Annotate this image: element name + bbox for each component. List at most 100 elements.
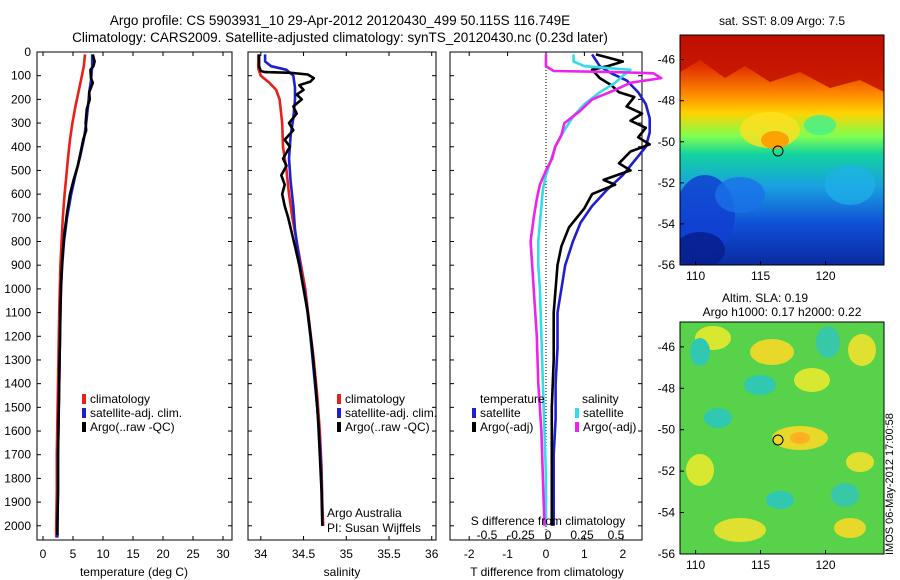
legend-swatch-t-argo <box>472 422 476 432</box>
x-tick-label: 35.5 <box>377 547 401 561</box>
s-tick-label: -0.25 <box>507 528 535 542</box>
difference-legend: temperature salinity satellite Argo(-adj… <box>472 392 636 434</box>
map-y-tick-label: -52 <box>658 176 676 190</box>
series-line-argo <box>257 54 324 526</box>
argo-location-marker <box>772 434 784 446</box>
legend-swatch-s-satellite <box>575 408 579 418</box>
sla-map-title-1: Altim. SLA: 0.19 <box>722 291 808 305</box>
argo-location-marker <box>772 145 784 157</box>
salinity-legend: climatology satellite-adj. clim. Argo(..… <box>327 392 437 535</box>
sla-yellow-blob <box>750 339 794 365</box>
sst-map-title: sat. SST: 8.09 Argo: 7.5 <box>719 14 845 28</box>
legend-label-t-argo: Argo(-adj) <box>480 420 533 434</box>
x-tick-label: 1 <box>581 547 588 561</box>
sla-map-title-2: Argo h1000: 0.17 h2000: 0.22 <box>703 305 862 319</box>
depth-axis: 0 100 200 300 400 500 600 700 800 900 1000 1100 1200… <box>4 45 642 533</box>
legend-label-satellite: satellite-adj. clim. <box>90 406 182 420</box>
map-y-tick-label: -46 <box>658 53 676 67</box>
sst-cyan-patch <box>825 165 875 205</box>
x-tick-label: 5 <box>70 547 77 561</box>
depth-tick-label: 1200 <box>4 329 31 343</box>
salinity-series <box>256 54 325 526</box>
sst-blue-patch-center <box>715 177 765 213</box>
depth-tick-label: 1600 <box>4 424 31 438</box>
legend-label-climatology: climatology <box>345 392 405 406</box>
depth-tick-label: 2000 <box>4 519 31 533</box>
depth-tick-label: 1900 <box>4 495 31 509</box>
x-tick-label: 10 <box>96 547 110 561</box>
legend-swatch-argo <box>82 422 86 432</box>
legend-label-s-argo: Argo(-adj) <box>583 420 636 434</box>
series-line-argo <box>56 54 96 536</box>
x-tick-label: -2 <box>464 547 475 561</box>
series-line-t_satellite <box>552 53 652 526</box>
legend-swatch-argo <box>337 422 341 432</box>
x-tick-label: 0 <box>40 547 47 561</box>
sla-map: Altim. SLA: 0.19 Argo h1000: 0.17 h2000:… <box>658 291 885 572</box>
temperature-series <box>54 54 96 538</box>
salinity-x-axis: 34 34.5 35 35.5 36 <box>254 52 439 561</box>
difference-x-axis: -2 -1 0 1 2 -0.5 -0.25 0 0.25 0.5 <box>464 52 626 561</box>
x-tick-label: 0 <box>543 547 550 561</box>
s-tick-label: 0 <box>545 528 552 542</box>
depth-tick-label: 700 <box>11 211 31 225</box>
legend-label-satellite: satellite-adj. clim. <box>345 406 437 420</box>
temperature-x-axis: 0 5 10 15 20 25 30 <box>40 52 230 561</box>
x-tick-label: 30 <box>216 547 230 561</box>
difference-xlabel-bottom: T difference from climatology <box>470 565 624 579</box>
sla-map-features <box>686 326 876 542</box>
depth-tick-label: 1400 <box>4 377 31 391</box>
difference-series <box>529 53 663 526</box>
sst-green-patch <box>804 115 836 135</box>
depth-tick-label: 1500 <box>4 400 31 414</box>
depth-tick-label: 900 <box>11 258 31 272</box>
map-x-tick-label: 115 <box>751 269 770 283</box>
map-y-tick-label: -50 <box>658 423 676 437</box>
sst-map-features <box>680 35 884 265</box>
map-y-tick-label: -54 <box>658 506 676 520</box>
depth-tick-label: 500 <box>11 163 31 177</box>
temperature-legend: climatology satellite-adj. clim. Argo(..… <box>82 392 182 434</box>
map-y-tick-label: -56 <box>658 258 676 272</box>
x-tick-label: 15 <box>126 547 140 561</box>
sla-yellow-blob <box>714 518 766 542</box>
map-y-tick-label: -50 <box>658 135 676 149</box>
sla-cyan-blob <box>744 375 776 395</box>
salinity-panel-frame <box>247 51 437 541</box>
s-tick-label: 0.5 <box>608 528 625 542</box>
timestamp-note: IMOS 06-May-2012 17:00:58 <box>884 413 896 555</box>
legend-swatch-t-satellite <box>472 408 476 418</box>
depth-tick-label: 400 <box>11 140 31 154</box>
legend-label-climatology: climatology <box>90 392 150 406</box>
header-line-2: Climatology: CARS2009. Satellite-adjuste… <box>72 30 608 45</box>
depth-tick-label: 1700 <box>4 448 31 462</box>
depth-tick-label: 1800 <box>4 471 31 485</box>
x-tick-label: 36 <box>425 547 439 561</box>
difference-xlabel-top: S difference from climatology <box>471 514 626 528</box>
sla-cyan-blob <box>816 326 840 358</box>
temperature-panel-frame <box>36 51 233 541</box>
sst-orange-patch <box>761 131 789 149</box>
sla-map-frame <box>679 321 885 555</box>
sla-cyan-blob <box>831 483 859 507</box>
header-line-1: Argo profile: CS 5903931_10 29-Apr-2012 … <box>110 13 570 28</box>
legend-title-salinity: salinity <box>582 392 619 406</box>
map-y-tick-label: -54 <box>658 217 676 231</box>
x-tick-label: 34.5 <box>292 547 316 561</box>
legend-swatch-s-argo <box>575 422 579 432</box>
series-line-s_argo <box>529 54 663 526</box>
legend-title-temperature: temperature <box>480 392 545 406</box>
credit-argo-australia: Argo Australia <box>327 506 402 520</box>
map-y-tick-label: -52 <box>658 464 676 478</box>
map-x-tick-label: 110 <box>686 269 705 283</box>
x-tick-label: 25 <box>186 547 200 561</box>
sst-map-frame <box>679 34 885 266</box>
map-x-tick-label: 120 <box>816 269 836 283</box>
sla-yellow-blob <box>834 518 866 538</box>
x-tick-label: 2 <box>619 547 626 561</box>
map-x-tick-label: 120 <box>816 558 836 572</box>
salinity-xlabel: salinity <box>324 565 361 579</box>
depth-tick-label: 200 <box>11 92 31 106</box>
legend-swatch-climatology <box>337 394 341 404</box>
depth-tick-label: 300 <box>11 116 31 130</box>
